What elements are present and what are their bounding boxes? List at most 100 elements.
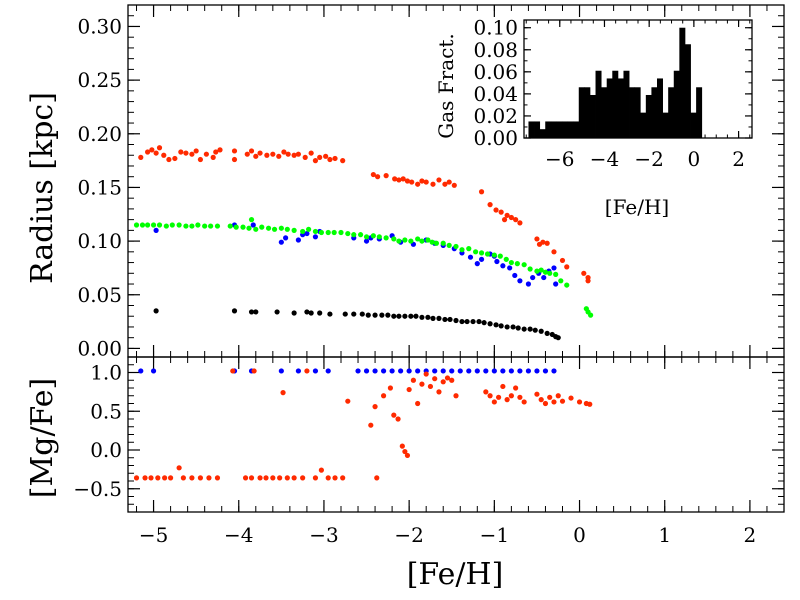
data-point — [530, 274, 536, 281]
data-point — [398, 368, 404, 374]
data-point — [138, 368, 144, 374]
data-point — [271, 226, 278, 232]
data-point — [148, 475, 154, 481]
data-point — [284, 475, 290, 481]
data-point — [203, 151, 209, 157]
x-tick-label: 2 — [732, 147, 745, 171]
data-point — [244, 151, 250, 157]
data-point — [474, 261, 480, 267]
histogram-bar — [562, 121, 568, 138]
x-tick-label: −6 — [545, 147, 574, 171]
data-point — [276, 153, 282, 159]
data-point — [167, 475, 174, 481]
data-point — [470, 318, 476, 325]
histogram-bar — [578, 87, 585, 138]
data-point — [278, 225, 284, 231]
data-point — [449, 377, 455, 383]
y-tick-label: 0.10 — [77, 229, 122, 253]
data-point — [217, 147, 223, 153]
x-tick-label: −5 — [139, 523, 168, 547]
data-point — [440, 379, 446, 385]
data-point — [402, 237, 408, 243]
data-point — [161, 152, 167, 158]
data-point — [248, 475, 255, 481]
data-point — [283, 235, 289, 241]
data-point — [478, 189, 485, 195]
data-point — [433, 240, 440, 246]
data-point — [176, 222, 182, 228]
data-point — [498, 209, 504, 215]
data-point — [481, 320, 487, 326]
data-point — [248, 148, 255, 154]
data-point — [517, 220, 523, 226]
y-tick-label: 0.05 — [77, 283, 122, 307]
data-point — [318, 229, 324, 236]
data-point — [133, 222, 140, 228]
histogram-bar — [601, 87, 608, 138]
data-point — [491, 252, 497, 258]
data-point — [493, 322, 499, 328]
data-point — [242, 475, 249, 481]
data-point — [231, 156, 238, 163]
data-point — [494, 258, 500, 265]
data-point — [453, 393, 459, 399]
data-point — [270, 475, 276, 481]
data-point — [340, 158, 346, 164]
data-point — [476, 318, 482, 325]
histogram-bar — [634, 87, 641, 138]
data-point — [425, 314, 431, 320]
plot-frame — [523, 19, 753, 139]
data-point — [508, 214, 514, 221]
data-point — [423, 179, 429, 185]
data-point — [587, 401, 593, 407]
histogram-bar — [528, 121, 535, 138]
histogram-bar — [595, 70, 602, 138]
data-point — [387, 385, 393, 391]
data-point — [210, 154, 216, 160]
x-tick-label: −1 — [480, 523, 509, 547]
histogram-bar — [534, 121, 541, 138]
mgfe-panel: −5 −4 −3 −2 −1 0 1 2 −0.5 0.0 0.5 1.0 — [73, 356, 785, 547]
data-point — [246, 225, 252, 231]
y-tick-label: 0.20 — [77, 122, 122, 146]
data-point — [202, 223, 208, 229]
x-tick-label: 2 — [744, 523, 757, 547]
data-point — [327, 311, 333, 317]
y-tick-label: 0.06 — [473, 60, 518, 84]
data-point — [391, 313, 397, 319]
data-point — [340, 475, 346, 481]
data-point — [538, 328, 544, 334]
data-point — [363, 368, 370, 374]
data-point — [559, 398, 566, 404]
data-point — [440, 240, 446, 246]
data-point — [302, 154, 308, 160]
inset-x-axis-label: [Fe/H] — [605, 195, 669, 219]
data-point — [395, 416, 401, 422]
data-point — [419, 238, 425, 244]
x-tick-label: −3 — [309, 523, 338, 547]
y-tick-label: 0.5 — [90, 399, 122, 423]
data-point — [491, 368, 497, 374]
radius-panel: 0.00 0.05 0.10 0.15 0.20 0.25 0.30 — [77, 4, 785, 360]
data-point — [558, 278, 564, 284]
y-tick-label: −0.5 — [73, 477, 122, 501]
data-point — [389, 368, 395, 374]
data-point — [325, 229, 331, 236]
data-point — [521, 326, 527, 332]
data-point — [318, 467, 324, 473]
data-point — [525, 281, 532, 287]
data-point — [250, 222, 256, 228]
data-point — [375, 174, 381, 180]
x-tick-label: −4 — [590, 147, 619, 171]
histogram-bar — [550, 121, 557, 138]
plot-frame — [127, 356, 785, 513]
data-point — [504, 212, 510, 218]
data-point — [491, 399, 497, 405]
data-point — [372, 404, 378, 410]
y-tick-label: 0.10 — [473, 16, 518, 40]
data-point — [380, 368, 387, 374]
data-point — [178, 149, 184, 155]
data-point — [508, 259, 514, 266]
data-point — [162, 475, 168, 481]
data-point — [474, 368, 480, 374]
